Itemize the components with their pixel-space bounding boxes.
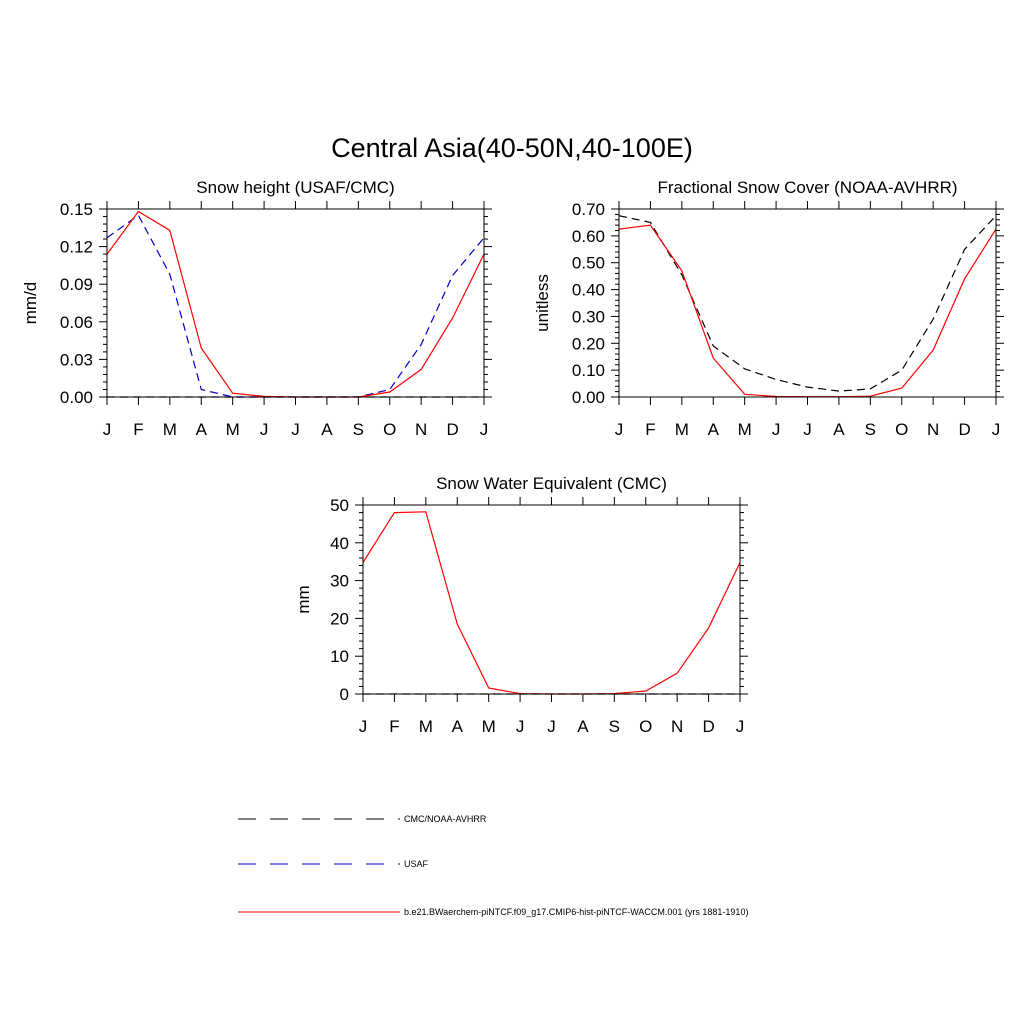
x-tick-label: F <box>133 420 143 439</box>
x-tick-label: D <box>446 420 458 439</box>
y-tick-label: 0.15 <box>60 200 93 219</box>
y-axis-label: mm/d <box>21 282 40 325</box>
y-tick-label: 0.60 <box>572 227 605 246</box>
legend-label: b.e21.BWaerchem-piNTCF.f09_g17.CMIP6-his… <box>404 907 748 917</box>
x-tick-label: M <box>482 717 496 736</box>
x-tick-label: O <box>895 420 908 439</box>
x-tick-label: A <box>452 717 464 736</box>
y-axis-label: unitless <box>533 274 552 332</box>
series-line-model <box>618 224 997 398</box>
y-tick-label: 50 <box>330 496 349 515</box>
x-tick-label: J <box>480 420 489 439</box>
y-axis-label: mm <box>294 585 313 613</box>
series-line-usaf <box>106 214 485 398</box>
plot-frame <box>618 208 997 398</box>
x-tick-label: S <box>609 717 620 736</box>
x-tick-label: J <box>615 420 624 439</box>
y-tick-label: 0.70 <box>572 200 605 219</box>
y-tick-label: 40 <box>330 534 349 553</box>
y-tick-label: 10 <box>330 647 349 666</box>
x-tick-label: A <box>708 420 720 439</box>
y-tick-label: 0.00 <box>60 388 93 407</box>
x-tick-label: F <box>389 717 399 736</box>
series-line-obs <box>618 215 997 392</box>
panel-title: Snow height (USAF/CMC) <box>196 178 394 197</box>
y-tick-label: 0.09 <box>60 275 93 294</box>
x-tick-label: J <box>103 420 112 439</box>
x-tick-label: J <box>772 420 781 439</box>
x-tick-label: O <box>639 717 652 736</box>
x-tick-label: J <box>547 717 556 736</box>
x-tick-label: F <box>645 420 655 439</box>
x-tick-label: M <box>419 717 433 736</box>
x-tick-label: J <box>516 717 525 736</box>
y-tick-label: 0.06 <box>60 313 93 332</box>
panel-title: Fractional Snow Cover (NOAA-AVHRR) <box>657 178 957 197</box>
y-tick-label: 0.00 <box>572 388 605 407</box>
y-tick-label: 0.30 <box>572 307 605 326</box>
y-tick-label: 0.20 <box>572 334 605 353</box>
plot-frame <box>106 208 485 398</box>
x-tick-label: J <box>291 420 300 439</box>
series-line-model <box>106 210 485 398</box>
legend-label: CMC/NOAA-AVHRR <box>404 814 487 824</box>
y-tick-label: 0.03 <box>60 350 93 369</box>
x-tick-label: J <box>992 420 1001 439</box>
x-tick-label: M <box>675 420 689 439</box>
x-tick-label: J <box>803 420 812 439</box>
x-tick-label: O <box>383 420 396 439</box>
x-tick-label: A <box>321 420 333 439</box>
x-tick-label: A <box>577 717 589 736</box>
x-tick-label: N <box>927 420 939 439</box>
panel-title: Snow Water Equivalent (CMC) <box>436 474 667 493</box>
x-tick-label: M <box>163 420 177 439</box>
y-tick-label: 0.12 <box>60 238 93 257</box>
x-tick-label: D <box>958 420 970 439</box>
x-tick-label: A <box>833 420 845 439</box>
snow-height-panel: Snow height (USAF/CMC) mm/d 0.00 0.03 0.06 0.… <box>21 178 492 439</box>
x-tick-label: S <box>865 420 876 439</box>
x-tick-label: D <box>702 717 714 736</box>
y-tick-label: 0.50 <box>572 254 605 273</box>
x-tick-label: N <box>415 420 427 439</box>
x-tick-label: M <box>226 420 240 439</box>
y-tick-label: 0.10 <box>572 361 605 380</box>
y-tick-label: 0.40 <box>572 281 605 300</box>
x-tick-label: N <box>671 717 683 736</box>
figure-title: Central Asia(40-50N,40-100E) <box>331 133 693 163</box>
x-tick-label: S <box>353 420 364 439</box>
y-tick-label: 20 <box>330 609 349 628</box>
legend: CMC/NOAA-AVHRR USAF b.e21.BWaerchem-piNTCF… <box>238 814 748 917</box>
x-tick-label: M <box>738 420 752 439</box>
snow-water-equivalent-panel: Snow Water Equivalent (CMC) mm 0 10 20 30 40 50… <box>294 474 748 736</box>
legend-label: USAF <box>404 859 429 869</box>
series-line-model <box>362 511 741 695</box>
x-tick-label: J <box>359 717 368 736</box>
x-tick-label: A <box>196 420 208 439</box>
x-tick-label: J <box>260 420 269 439</box>
y-tick-label: 30 <box>330 572 349 591</box>
y-tick-label: 0 <box>340 685 349 704</box>
fractional-snow-cover-panel: Fractional Snow Cover (NOAA-AVHRR) unitle… <box>533 178 1004 439</box>
plot-frame <box>362 504 741 695</box>
x-tick-label: J <box>736 717 745 736</box>
